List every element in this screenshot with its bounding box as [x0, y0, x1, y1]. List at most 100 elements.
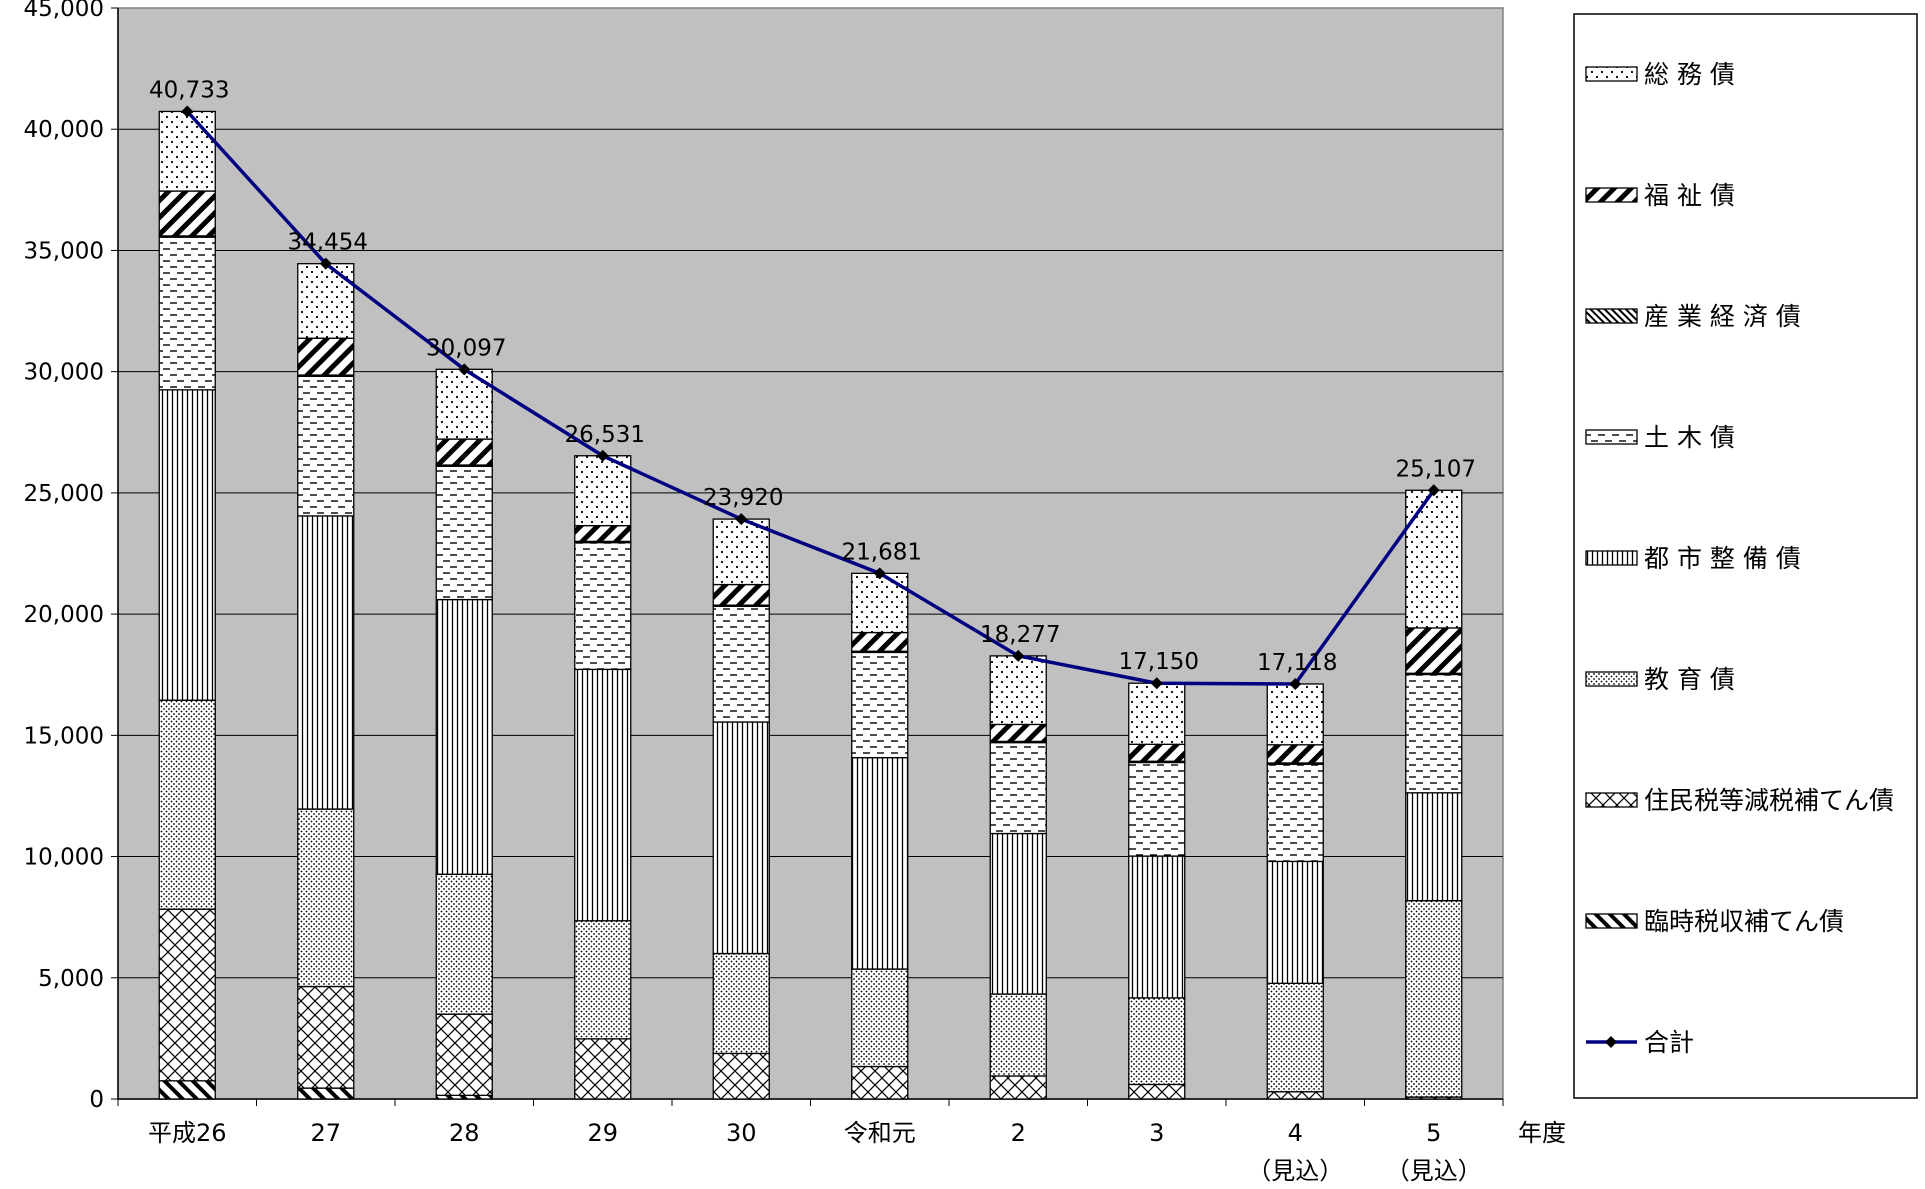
- legend-swatch: [1585, 429, 1638, 445]
- x-axis-category-labels: 平成26 27 28 29 30 令和元 2 3 4 （見込） 5 （見込） 年度: [148, 1119, 1566, 1185]
- bar-segment: [712, 952, 770, 1055]
- legend-label: 総 務 債: [1644, 60, 1735, 89]
- total-data-label: 34,454: [288, 230, 368, 256]
- bar-segment: [1405, 900, 1463, 1098]
- total-point-marker: [458, 363, 471, 376]
- bar-segment: [989, 655, 1047, 726]
- y-axis-tick-labels: 0 5,000 10,000 15,000 20,000 25,000 30,000 35,0…: [24, 0, 104, 1113]
- bar-segment: [297, 985, 355, 1089]
- bar-segment: [158, 389, 216, 701]
- legend-swatch: [1585, 187, 1638, 203]
- total-point-marker: [1427, 484, 1440, 497]
- bar-segment: [851, 756, 909, 970]
- total-point-marker: [735, 513, 748, 526]
- bar-segment: [1405, 627, 1463, 674]
- bar-segment: [574, 541, 632, 671]
- bar-segment: [712, 583, 770, 606]
- bar-segment: [435, 465, 493, 601]
- bar-segment: [1128, 997, 1186, 1086]
- y-tick-label: 20,000: [24, 602, 104, 628]
- bar-segment: [1128, 855, 1186, 999]
- bar-segment: [989, 993, 1047, 1077]
- x-category-label: 28: [449, 1119, 480, 1147]
- x-category-label: 5: [1426, 1119, 1441, 1147]
- legend-label: 住民税等減税補てん債: [1644, 786, 1894, 815]
- x-category-label: 2: [1011, 1119, 1026, 1147]
- legend-label: 臨時税収補てん債: [1644, 907, 1844, 936]
- total-data-label: 30,097: [426, 335, 506, 361]
- x-category-label: 27: [310, 1119, 341, 1147]
- total-point-marker: [181, 105, 194, 118]
- legend-label: 福 祉 債: [1644, 181, 1735, 210]
- y-tick-label: 5,000: [38, 966, 104, 992]
- total-point-marker: [1012, 649, 1025, 662]
- bar-segment: [1405, 673, 1463, 794]
- total-series-line: [185, 110, 1436, 686]
- x-category-label: 平成26: [148, 1119, 227, 1147]
- bar-segment: [1266, 1091, 1324, 1100]
- y-tick-label: 30,000: [24, 360, 104, 386]
- bar-segment: [435, 438, 493, 466]
- total-data-label: 40,733: [149, 77, 229, 103]
- bar-segment: [989, 741, 1047, 835]
- bar-segment: [158, 236, 216, 391]
- legend-marker: [1605, 1036, 1617, 1048]
- total-data-label: 21,681: [842, 539, 922, 565]
- legend-swatch: [1585, 913, 1638, 929]
- bar-segment: [712, 721, 770, 955]
- bar-segment: [574, 920, 632, 1040]
- x-category-label: 30: [726, 1119, 757, 1147]
- bar-segment: [851, 651, 909, 759]
- total-data-labels: 40,733 34,454 30,097 26,531 23,920 21,681 18,2…: [149, 77, 1476, 676]
- total-data-label: 17,150: [1119, 649, 1199, 675]
- x-category-label: 令和元: [844, 1119, 916, 1147]
- bar-segment: [712, 605, 770, 723]
- bar-segment: [1405, 792, 1463, 902]
- bar-segment: [297, 1087, 355, 1100]
- total-line: [181, 105, 1440, 690]
- bar-segment: [1128, 761, 1186, 857]
- total-data-label: 25,107: [1396, 456, 1476, 482]
- bar-segment: [989, 832, 1047, 995]
- bar-segment: [851, 968, 909, 1068]
- legend-label: 教 育 債: [1644, 665, 1735, 694]
- bar-segment: [851, 1065, 909, 1100]
- legend-label: 合計: [1644, 1028, 1694, 1057]
- y-tick-label: 35,000: [24, 238, 104, 264]
- y-tick-label: 25,000: [24, 481, 104, 507]
- x-category-label: 29: [587, 1119, 618, 1147]
- bar-segment: [158, 1080, 216, 1100]
- bar-segment: [158, 190, 216, 237]
- bar-segment: [158, 699, 216, 910]
- bar-segment: [435, 598, 493, 875]
- bar-segment: [574, 1038, 632, 1100]
- total-data-label: 17,118: [1257, 650, 1337, 676]
- y-tick-label: 40,000: [24, 117, 104, 143]
- legend-swatch: [1585, 792, 1638, 808]
- bar-segment: [297, 375, 355, 517]
- bar-stacks: [158, 110, 1463, 1100]
- bar-segment: [851, 572, 909, 634]
- x-axis-unit-label: 年度: [1518, 1119, 1566, 1147]
- y-tick-label: 0: [89, 1087, 104, 1113]
- y-tick-label: 15,000: [24, 723, 104, 749]
- bar-segment: [1128, 743, 1186, 762]
- x-category-label: 4: [1288, 1119, 1303, 1147]
- bar-segment: [435, 873, 493, 1015]
- total-point-marker: [319, 257, 332, 270]
- bar-segment: [297, 263, 355, 339]
- bar-segment: [1128, 682, 1186, 745]
- bar-segment: [435, 1013, 493, 1097]
- total-point-marker: [596, 449, 609, 462]
- y-tick-label: 10,000: [24, 845, 104, 871]
- bar-segment: [1266, 763, 1324, 863]
- legend-swatch: [1585, 66, 1638, 82]
- legend-swatch: [1585, 671, 1638, 687]
- total-data-label: 18,277: [980, 622, 1060, 648]
- bar-segment: [989, 723, 1047, 743]
- bar-segment: [574, 455, 632, 527]
- bar-segment: [297, 337, 355, 376]
- legend-swatch: [1585, 550, 1638, 566]
- bar-segment: [1405, 489, 1463, 629]
